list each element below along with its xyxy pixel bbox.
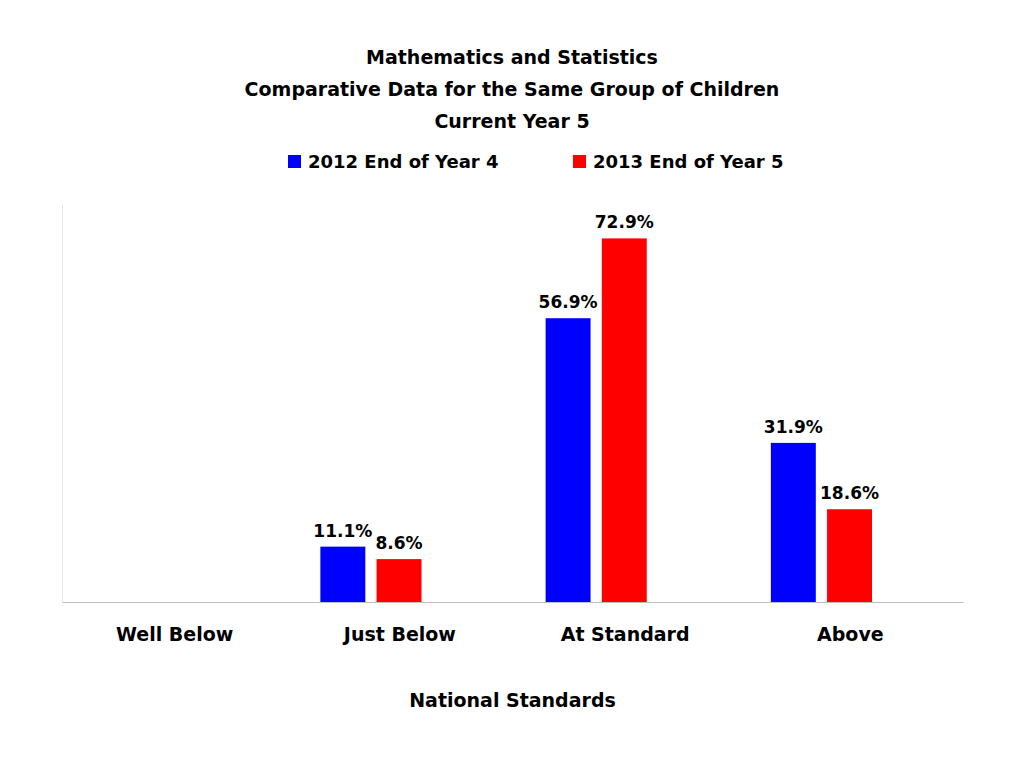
legend-swatch xyxy=(573,155,586,168)
data-labels: 11.1% 56.9% 31.9% 8.6% 72.9% 18.6% xyxy=(313,212,879,553)
x-tick: At Standard xyxy=(561,602,690,645)
bar xyxy=(546,318,591,602)
data-label: 8.6% xyxy=(375,533,422,553)
bar xyxy=(377,559,422,602)
data-label: 18.6% xyxy=(820,483,879,503)
x-tick-label: At Standard xyxy=(561,623,690,645)
bar xyxy=(771,443,816,602)
subtitle: Comparative Data for the Same Group of C… xyxy=(245,78,780,100)
data-label: 11.1% xyxy=(313,521,372,541)
legend: 2012 End of Year 4 2013 End of Year 5 xyxy=(288,151,784,172)
chart: Mathematics and Statistics Comparative Da… xyxy=(0,0,1024,768)
x-tick-label: Above xyxy=(817,623,884,645)
subtitle: Current Year 5 xyxy=(434,110,589,132)
y-axis xyxy=(62,204,63,603)
data-label: 72.9% xyxy=(595,212,654,232)
x-tick: Just Below xyxy=(342,602,456,645)
x-tick: Well Below xyxy=(116,602,233,645)
data-label: 56.9% xyxy=(539,292,598,312)
x-axis-title: National Standards xyxy=(409,689,616,711)
legend-label: 2012 End of Year 4 xyxy=(308,151,499,172)
legend-swatch xyxy=(288,155,301,168)
x-tick-label: Just Below xyxy=(342,623,456,645)
x-tick: Above xyxy=(817,602,884,645)
bar xyxy=(827,509,872,602)
y-axis-line xyxy=(62,204,63,603)
bars xyxy=(320,238,872,602)
title: Mathematics and Statistics xyxy=(366,46,658,68)
x-axis-line xyxy=(63,602,964,603)
bar xyxy=(320,547,365,602)
bar xyxy=(602,238,647,602)
legend-label: 2013 End of Year 5 xyxy=(593,151,784,172)
x-tick-label: Well Below xyxy=(116,623,233,645)
data-label: 31.9% xyxy=(764,417,823,437)
x-axis: Well Below Just Below At Standard Above xyxy=(63,602,964,645)
